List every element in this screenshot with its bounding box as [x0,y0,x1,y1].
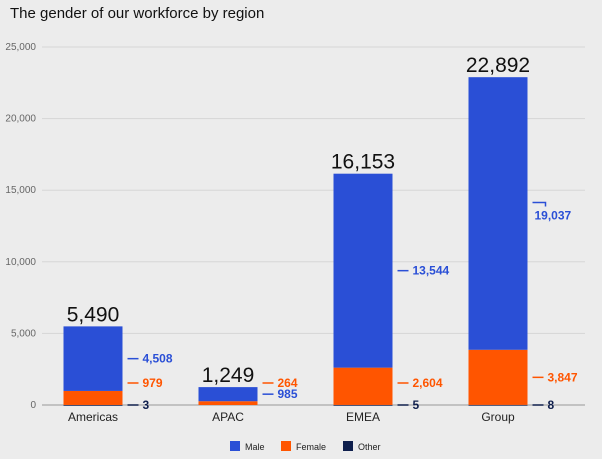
legend-label: Female [296,442,326,452]
value-label-female: 979 [143,376,163,390]
y-tick-label: 25,000 [5,42,36,53]
category-label: Americas [68,410,118,424]
y-tick-label: 20,000 [5,114,36,125]
bar-segment-female [63,390,123,405]
value-leader-line [532,201,547,207]
legend-label: Other [358,442,381,452]
bar-segment-male [333,173,393,368]
bar-segment-female [198,401,258,405]
value-label-female: 264 [278,376,298,390]
bar-segment-other [63,404,123,406]
y-tick-label: 15,000 [5,185,36,196]
category-label: APAC [212,410,244,424]
chart-title: The gender of our workforce by region [10,5,265,22]
bar-segment-male [63,326,123,391]
bar-segment-female [468,349,528,405]
value-label-other: 8 [548,398,555,412]
total-label: 1,249 [202,364,255,387]
legend-swatch-male [230,441,240,451]
bar-segment-male [468,77,528,350]
total-label: 22,892 [466,54,530,77]
bar-segment-male [198,387,258,402]
legend-swatch-female [281,441,291,451]
value-label-male: 4,508 [143,352,173,366]
total-label: 5,490 [67,303,120,326]
y-tick-label: 0 [30,400,36,411]
legend-swatch-other [343,441,353,451]
legend-label: Male [245,442,265,452]
y-tick-label: 10,000 [5,257,36,268]
value-label-male: 13,544 [413,264,450,278]
total-label: 16,153 [331,151,395,174]
value-label-other: 3 [143,398,150,412]
category-label: Group [481,410,515,424]
value-label-female: 2,604 [413,376,443,390]
value-label-male: 19,037 [535,208,572,222]
value-label-female: 3,847 [548,370,578,384]
y-tick-label: 5,000 [11,328,36,339]
bar-segment-female [333,367,393,405]
bar-segment-other [468,404,528,406]
bar-segment-other [333,404,393,406]
value-label-male: 985 [278,387,298,401]
category-label: EMEA [346,410,380,424]
value-label-other: 5 [413,398,420,412]
